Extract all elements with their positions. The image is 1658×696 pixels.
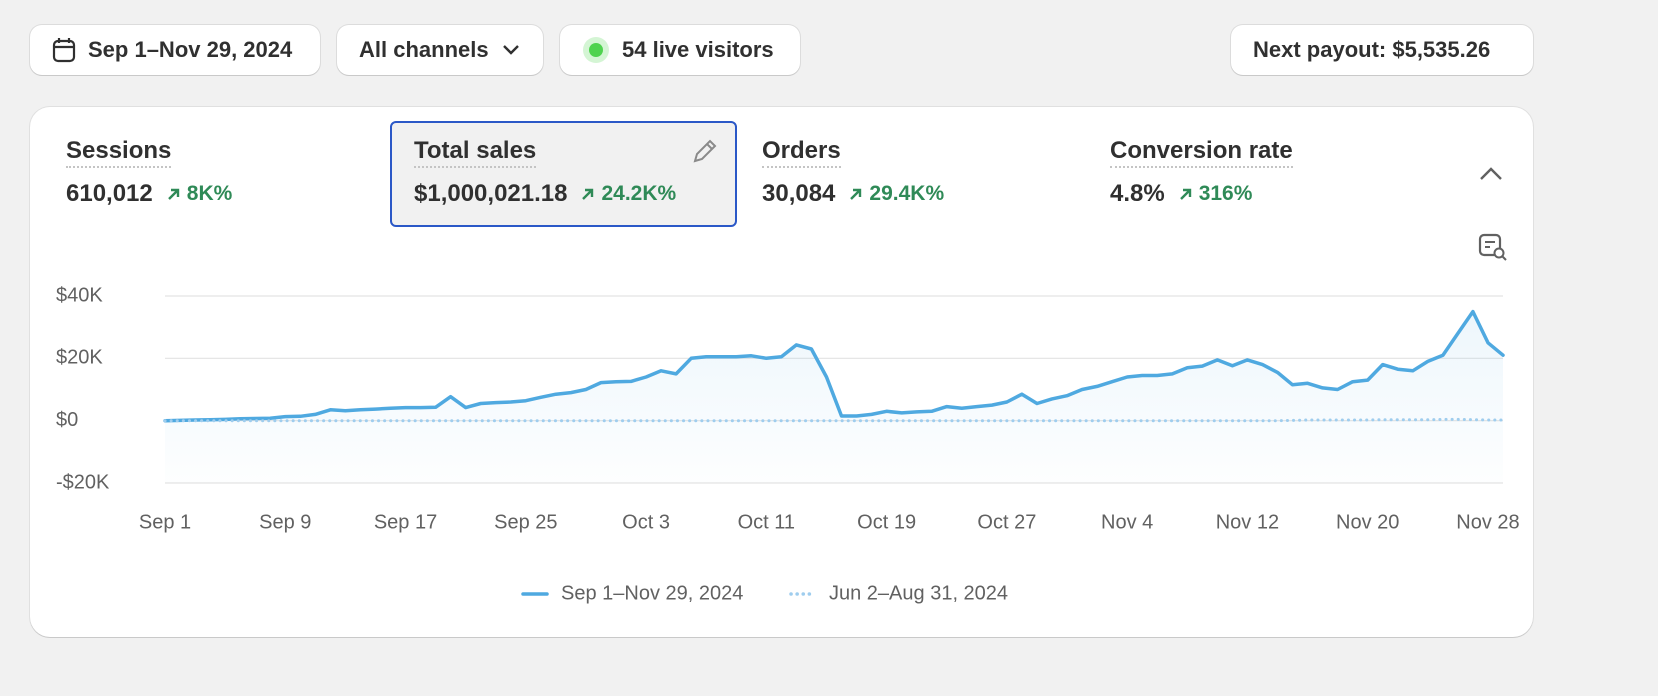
date-button[interactable]: Sep 1–Nov 29, 2024 <box>30 25 320 75</box>
legend-label: Sep 1–Nov 29, 2024 <box>561 582 743 604</box>
metric-value: 30,084 <box>762 180 836 207</box>
search-chart-icon[interactable] <box>1478 232 1508 262</box>
metric-value: 610,012 <box>66 180 153 207</box>
x-tick-label: Nov 28 <box>1456 511 1519 533</box>
metric-change: 8K% <box>186 182 233 205</box>
x-tick-label: Oct 27 <box>977 511 1036 533</box>
chevron-icon <box>502 45 519 55</box>
collapse-icon[interactable] <box>1478 164 1504 184</box>
y-tick-label: -$20K <box>56 471 110 493</box>
series-line <box>163 309 1505 423</box>
metric-change: 316% <box>1198 182 1253 205</box>
x-tick-label: Nov 4 <box>1101 511 1153 533</box>
metric[interactable]: Conversion rate 4.8% 316% <box>1086 121 1433 227</box>
y-tick-label: $40K <box>56 284 103 306</box>
live-visitors-button[interactable]: 54 live visitors <box>560 25 800 75</box>
series-line <box>163 417 1505 423</box>
metric-change: 29.4K% <box>869 182 945 205</box>
calendar-icon <box>52 38 76 63</box>
x-tick-label: Nov 12 <box>1216 511 1279 533</box>
metric-value: 4.8% <box>1110 180 1165 207</box>
edit-icon[interactable] <box>689 137 719 167</box>
x-tick-label: Nov 20 <box>1336 511 1399 533</box>
up-arrow-icon <box>167 188 179 200</box>
up-arrow-icon <box>850 188 862 200</box>
y-tick-label: $20K <box>56 347 103 369</box>
live-visitors: 54 live visitors <box>622 37 774 62</box>
y-tick-label: $0 <box>56 409 78 431</box>
live-dot <box>583 37 609 63</box>
metric-name: Orders <box>762 137 841 168</box>
metric-name: Conversion rate <box>1110 137 1293 168</box>
x-tick-label: Oct 19 <box>857 511 916 533</box>
metric-name: Sessions <box>66 137 172 168</box>
channels: All channels <box>359 37 489 62</box>
date-range: Sep 1–Nov 29, 2024 <box>88 37 293 62</box>
metric-change: 24.2K% <box>601 182 677 205</box>
x-tick-label: Sep 1 <box>139 511 191 533</box>
metric[interactable]: Orders 30,084 29.4K% <box>738 121 1085 227</box>
metric[interactable]: Sessions 610,012 8K% <box>42 121 389 227</box>
metric[interactable]: Total sales $1,000,021.18 24.2K% <box>390 121 737 227</box>
legend-label: Jun 2–Aug 31, 2024 <box>829 582 1008 604</box>
x-tick-label: Sep 17 <box>374 511 437 533</box>
x-tick-label: Sep 25 <box>494 511 557 533</box>
x-tick-label: Sep 9 <box>259 511 311 533</box>
payout-button[interactable]: Next payout: $5,535.26 <box>1231 25 1533 75</box>
metric-value: $1,000,021.18 <box>414 180 568 207</box>
metric-name: Total sales <box>414 137 537 168</box>
x-tick-label: Oct 3 <box>622 511 670 533</box>
channels-button[interactable]: All channels <box>337 25 543 75</box>
x-tick-label: Oct 11 <box>738 511 795 533</box>
up-arrow-icon <box>582 188 594 200</box>
up-arrow-icon <box>1179 188 1191 200</box>
payout: Next payout: $5,535.26 <box>1253 37 1491 62</box>
